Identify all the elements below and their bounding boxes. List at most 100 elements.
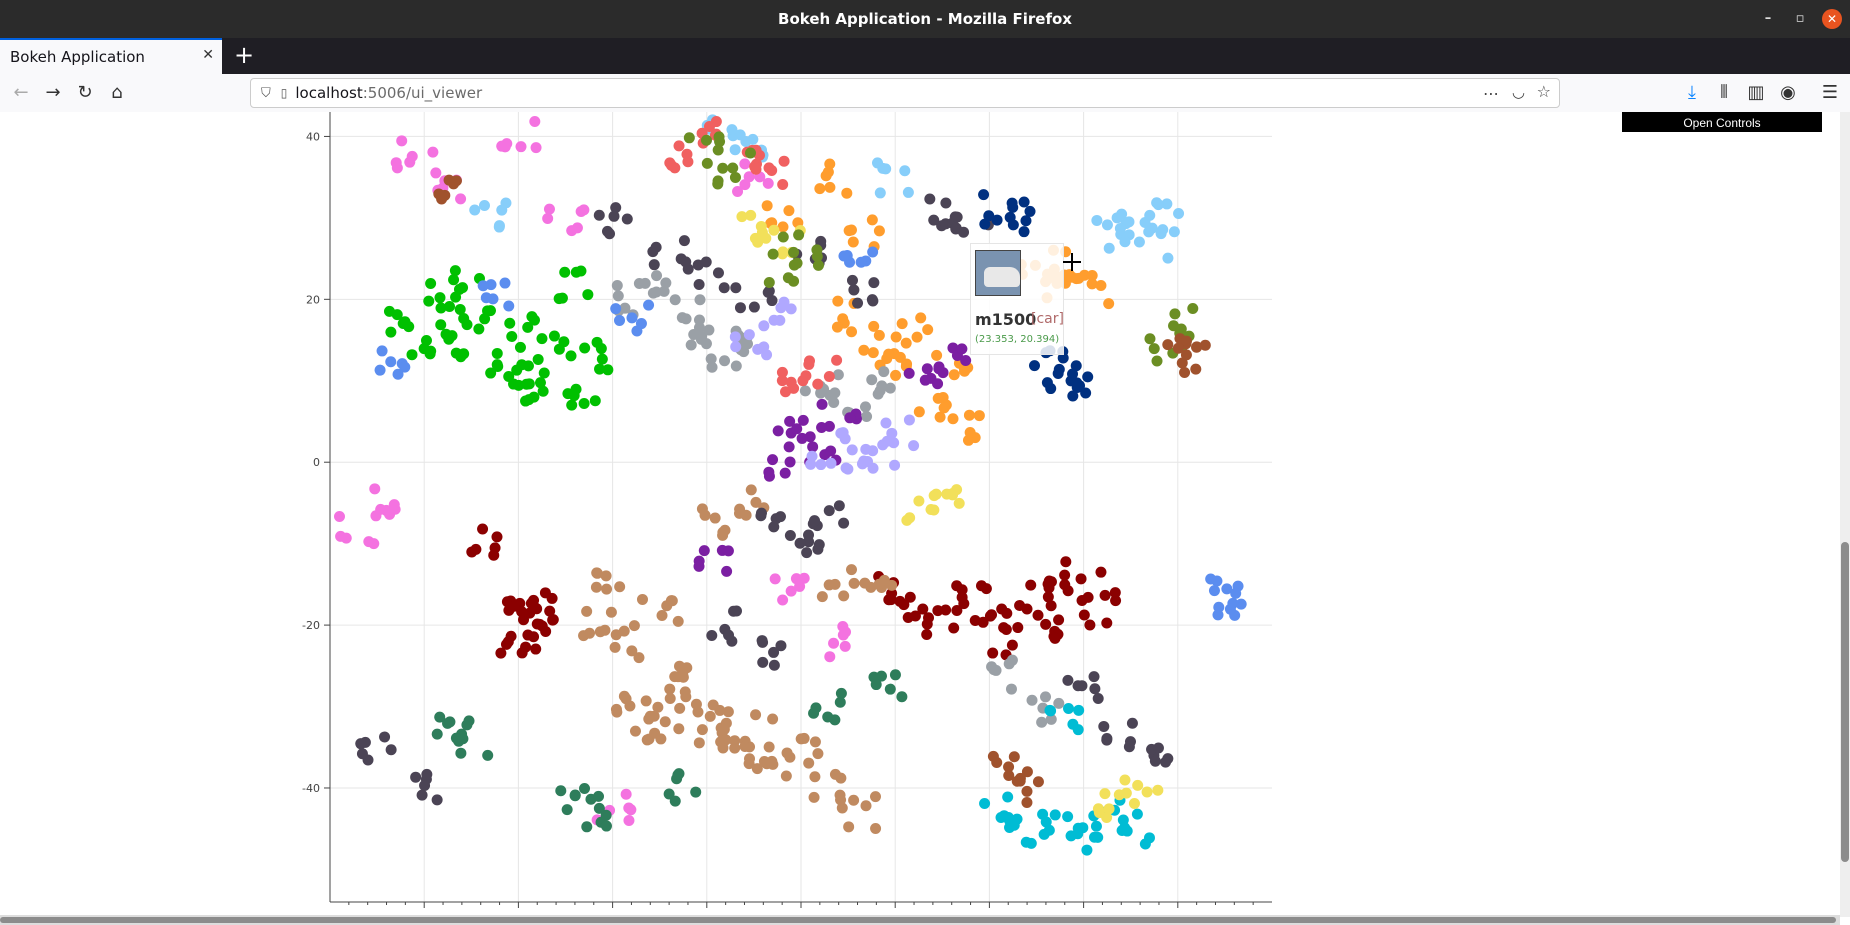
scatter-point [1190,363,1202,375]
scatter-point [602,364,614,376]
scatter-point [1141,786,1153,798]
minimize-icon[interactable]: – [1764,11,1772,26]
page-actions-icon[interactable]: ⋯ [1483,84,1499,103]
scatter-point [984,610,996,622]
scatter-point [921,629,933,641]
scatter-point [1006,197,1018,209]
vertical-scrollbar[interactable] [1840,112,1850,917]
scatter-point [1012,622,1024,634]
scatter-point [1091,214,1103,226]
reload-icon[interactable]: ↻ [77,82,93,103]
scatter-point [838,250,850,262]
scatter-point [659,716,671,728]
scatter-point [660,277,672,289]
scatter-point [1075,573,1087,585]
scatter-point [581,821,593,833]
scatter-point [777,178,789,190]
scatter-point [672,769,684,781]
scatter-point [873,329,885,341]
scatter-point [964,427,976,439]
scatter-point [956,343,968,355]
page-content: 40 20 0 -20 -40 [0,112,1850,925]
forward-icon[interactable]: → [45,82,61,103]
new-tab-icon[interactable]: + [234,41,255,69]
tab-bokeh-application[interactable]: Bokeh Application ✕ [0,38,222,74]
scatter-point [1020,215,1032,227]
scatter-point [714,136,726,148]
scatter-point [712,267,724,279]
scatter-point [788,246,800,258]
scatter-plot[interactable]: 40 20 0 -20 -40 [0,112,1850,925]
scatter-point [856,458,868,470]
scatter-point [1175,323,1187,335]
scatter-point [455,747,467,759]
account-icon[interactable]: ◉ [1780,82,1796,103]
scatter-point [721,565,733,577]
scatter-point [470,543,482,555]
scatter-point [1045,600,1057,612]
scatter-point [866,294,878,306]
scatter-point [522,629,534,641]
scatter-point [940,604,952,616]
scatter-point [529,116,541,128]
library-icon[interactable]: ⫴ [1720,82,1728,103]
scatter-point [620,693,632,705]
scatter-point [840,626,852,638]
pocket-icon[interactable]: ◡ [1511,83,1525,101]
scatter-point [729,171,741,183]
scatter-point [375,503,387,515]
scatter-point [1032,609,1044,621]
scatter-point [1070,273,1082,285]
scatter-point [1176,357,1188,369]
scatter-point [886,427,898,439]
scatter-point [706,629,718,641]
menu-icon[interactable]: ☰ [1821,82,1839,103]
shield-icon[interactable]: ⛉ [261,85,271,101]
bookmark-star-icon[interactable]: ☆ [1536,82,1551,101]
scatter-point [610,303,622,315]
open-controls-button[interactable]: Open Controls [1622,112,1822,132]
scatter-point [1053,697,1065,709]
scatter-point [800,370,812,382]
close-window-icon[interactable]: ✕ [1822,9,1842,29]
scatter-point [987,647,999,659]
scatter-point [1072,680,1084,692]
close-tab-icon[interactable]: ✕ [202,47,214,63]
horizontal-scrollbar[interactable] [0,915,1840,925]
page-info-icon[interactable]: ▯ [280,86,288,100]
scatter-point [531,603,543,615]
scatter-point [620,788,632,800]
scatter-point [791,257,803,269]
scatter-point [838,517,850,529]
scatter-point [444,300,456,312]
scatter-point [878,366,890,378]
url-bar[interactable]: ⛉ ▯ localhost:5006/ui_viewer ⋯ ◡ ☆ [250,78,1560,108]
home-icon[interactable]: ⌂ [111,82,123,103]
scatter-point [924,193,936,205]
hscroll-thumb[interactable] [0,917,1836,923]
downloads-icon[interactable]: ⤓ [1688,82,1696,103]
scatter-point [859,401,871,413]
maximize-icon[interactable]: ▫ [1795,11,1805,26]
scatter-point [534,377,546,389]
scatter-point [1221,583,1233,595]
scatter-point [902,612,914,624]
scatter-point [1109,587,1121,599]
scatter-point [1049,632,1061,644]
scatter-point [757,636,769,648]
scatter-point [663,788,675,800]
scatter-point [889,669,901,681]
scatter-point [748,301,760,313]
scatter-point [579,782,591,794]
scatter-point [1021,766,1033,778]
scatter-point [1152,742,1164,754]
sidebar-icon[interactable]: ▥ [1747,82,1765,103]
scatter-point [1103,298,1115,310]
scatter-point [482,749,494,761]
scatter-point [692,706,704,718]
scatter-point [696,724,708,736]
scatter-point [953,497,965,509]
scatter-point [768,224,780,236]
scroll-thumb[interactable] [1841,542,1849,862]
back-icon[interactable]: ← [13,82,29,103]
